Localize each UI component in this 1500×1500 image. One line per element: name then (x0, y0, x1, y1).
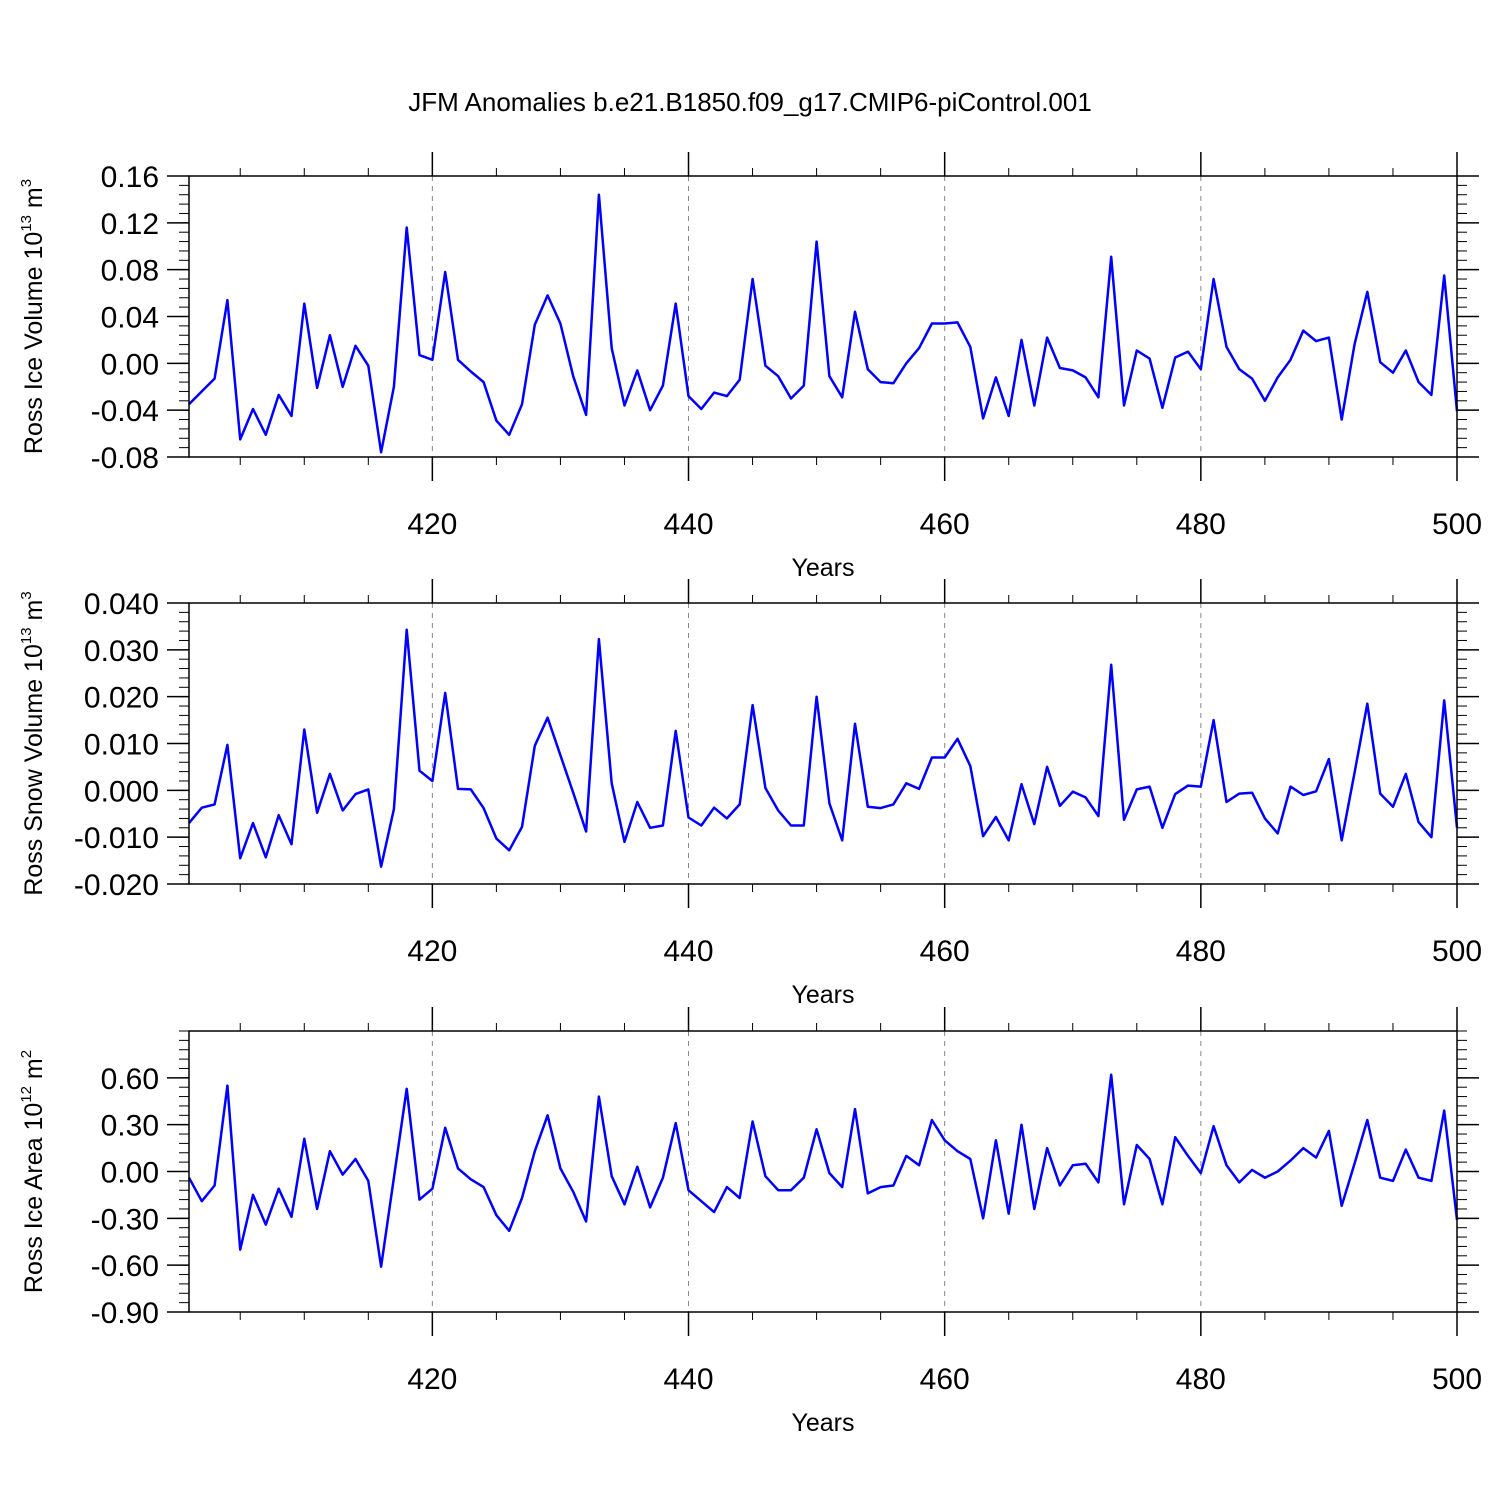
y-axis-label-main: Ross Ice Area 10 (20, 1103, 48, 1293)
series-line (188, 193, 1459, 454)
x-tick-label: 500 (1432, 1363, 1482, 1396)
y-tick-label: -0.90 (91, 1297, 159, 1330)
x-tick-label: 440 (663, 508, 713, 541)
y-tick-label: 0.030 (84, 635, 159, 668)
y-tick-label: 0.010 (84, 729, 159, 762)
y-axis-label: Ross Snow Volume 1013 m3 (18, 591, 48, 895)
x-axis-label: Years (791, 1409, 854, 1437)
y-axis-label-unit: m (20, 1058, 48, 1086)
x-axis-label: Years (791, 554, 854, 582)
x-axis-label: Years (791, 981, 854, 1009)
x-tick-label: 480 (1176, 1363, 1226, 1396)
y-tick-label: -0.04 (91, 395, 159, 428)
y-tick-label: -0.020 (74, 869, 159, 902)
x-tick-label: 460 (920, 508, 970, 541)
x-tick-label: 480 (1176, 508, 1226, 541)
series-line (187, 1073, 1459, 1268)
y-tick-label: 0.040 (84, 588, 159, 621)
y-tick-label: 0.00 (101, 348, 159, 381)
y-axis-label-exponent: 12 (18, 1086, 35, 1103)
y-tick-label: 0.08 (101, 255, 159, 288)
y-tick-label: 0.000 (84, 775, 159, 808)
y-tick-label: 0.60 (101, 1063, 159, 1096)
y-axis-label-exponent: 13 (18, 215, 35, 232)
y-axis-label-unit-exponent: 2 (18, 1050, 35, 1058)
x-tick-label: 420 (407, 1363, 457, 1396)
y-axis-label-unit: m (20, 600, 48, 628)
y-axis-label-main: Ross Snow Volume 10 (20, 644, 48, 896)
x-tick-label: 420 (407, 508, 457, 541)
plot-frame (188, 175, 1458, 458)
x-tick-label: 440 (663, 935, 713, 968)
x-tick-label: 440 (663, 1363, 713, 1396)
y-tick-label: 0.04 (101, 302, 159, 335)
y-axis-label-unit-exponent: 3 (18, 179, 35, 187)
x-tick-label: 500 (1432, 935, 1482, 968)
y-tick-label: -0.010 (74, 822, 159, 855)
y-tick-label: -0.60 (91, 1250, 159, 1283)
y-axis-label: Ross Ice Area 1012 m2 (18, 1050, 48, 1293)
x-tick-label: 420 (407, 935, 457, 968)
series-line (188, 628, 1459, 868)
y-axis-label: Ross Ice Volume 1013 m3 (18, 179, 48, 454)
y-axis-label-exponent: 13 (18, 627, 35, 644)
x-tick-label: 480 (1176, 935, 1226, 968)
x-tick-label: 500 (1432, 508, 1482, 541)
y-tick-label: 0.12 (101, 208, 159, 241)
plot-frame (188, 1030, 1458, 1313)
y-tick-label: 0.30 (101, 1110, 159, 1143)
y-axis-label-main: Ross Ice Volume 10 (20, 232, 48, 454)
x-tick-label: 460 (920, 1363, 970, 1396)
x-tick-label: 460 (920, 935, 970, 968)
y-tick-label: 0.020 (84, 682, 159, 715)
y-tick-label: -0.30 (91, 1203, 159, 1236)
y-axis-label-unit: m (20, 187, 48, 215)
y-axis-label-unit-exponent: 3 (18, 591, 35, 599)
y-tick-label: -0.08 (91, 442, 159, 475)
panel-1: -0.08 -0.04 0.00 0.04 0.08 0.12 0.16 420 440 460 4… (18, 152, 1482, 582)
plot-frame (188, 602, 1458, 885)
panel-2: -0.020 -0.010 0.000 0.010 0.020 0.030 0.040 420… (18, 579, 1482, 1009)
panel-3: -0.90 -0.60 -0.30 0.00 0.30 0.60 420 440 460 480 5… (18, 1007, 1482, 1437)
chart-title: JFM Anomalies b.e21.B1850.f09_g17.CMIP6-… (408, 87, 1092, 117)
y-tick-label: 0.16 (101, 161, 159, 194)
y-tick-label: 0.00 (101, 1157, 159, 1190)
